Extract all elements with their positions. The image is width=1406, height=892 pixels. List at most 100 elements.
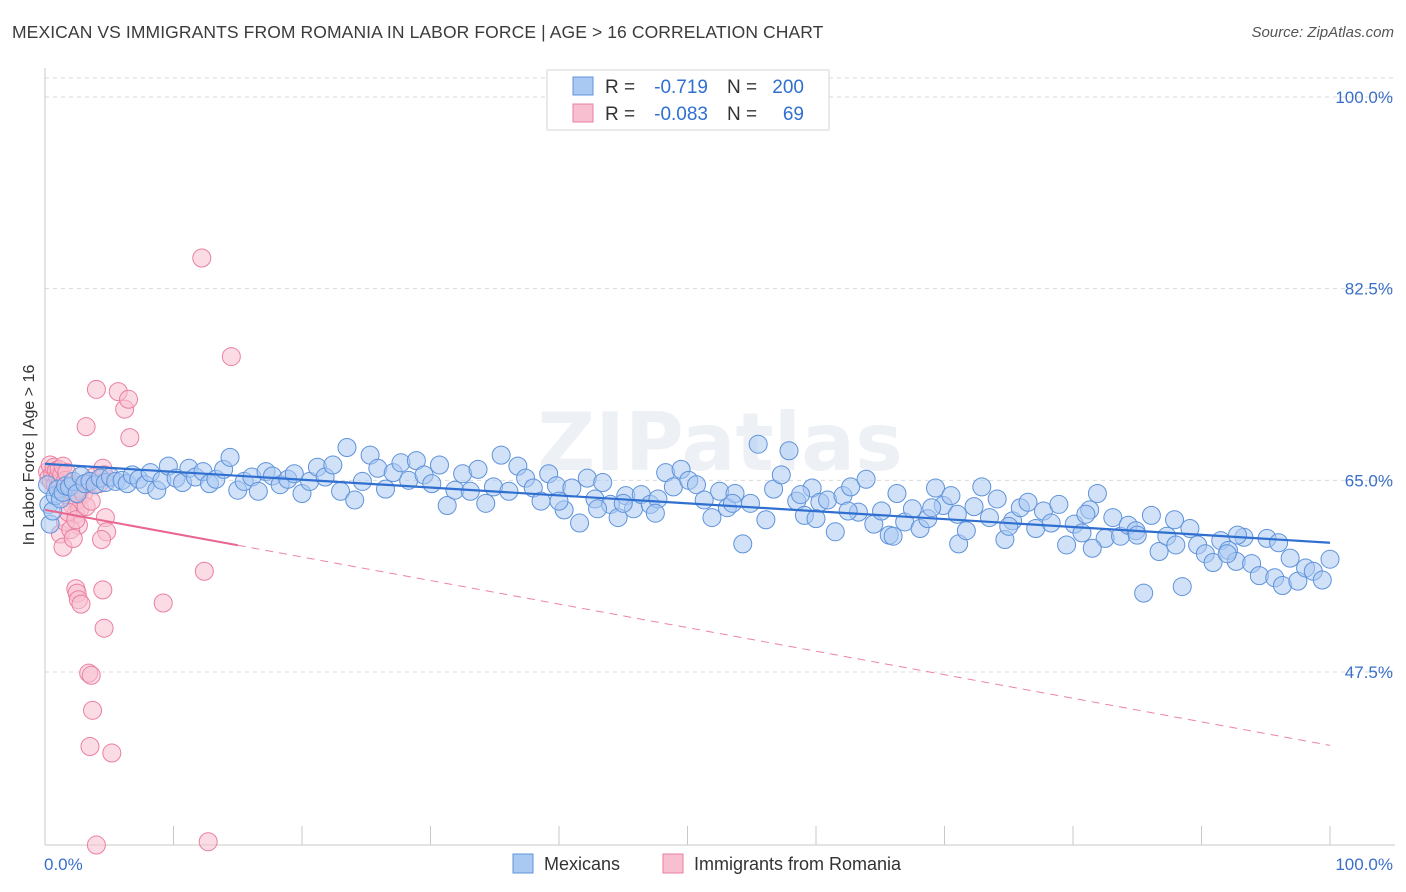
y-tick-label: 82.5%: [1345, 280, 1393, 299]
data-point: [80, 736, 100, 756]
data-point: [1141, 505, 1161, 525]
data-point: [81, 665, 101, 685]
data-point: [972, 477, 992, 497]
legend-r-value-2: -0.083: [654, 104, 708, 125]
trend-line-romania-extension: [237, 544, 1331, 746]
data-point: [345, 490, 365, 510]
data-point: [429, 455, 449, 475]
data-point: [93, 580, 113, 600]
data-point: [1127, 525, 1147, 545]
data-point: [323, 455, 343, 475]
data-point: [686, 475, 706, 495]
legend-swatch-mexicans: [572, 76, 594, 96]
data-point: [593, 473, 613, 493]
data-point: [806, 509, 826, 529]
data-point: [883, 526, 903, 546]
data-point: [1049, 494, 1069, 514]
data-point: [838, 501, 858, 521]
data-point: [756, 510, 776, 530]
data-point: [887, 483, 907, 503]
data-point: [63, 528, 83, 548]
legend-n-label-1: N =: [727, 77, 757, 98]
y-tick-label: 47.5%: [1345, 663, 1393, 682]
data-point: [1018, 492, 1038, 512]
data-point: [791, 485, 811, 505]
watermark: ZIPatlas: [537, 396, 903, 489]
data-point: [1320, 549, 1340, 569]
data-point: [922, 498, 942, 518]
legend-n-value-1: 200: [772, 77, 804, 98]
data-point: [220, 447, 240, 467]
data-point: [722, 493, 742, 513]
data-point: [979, 508, 999, 528]
data-point: [1312, 570, 1332, 590]
legend-r-label-2: R =: [605, 104, 635, 125]
data-point: [570, 513, 590, 533]
data-point: [102, 743, 122, 763]
chart-title: MEXICAN VS IMMIGRANTS FROM ROMANIA IN LA…: [12, 22, 824, 42]
data-point: [1082, 538, 1102, 558]
data-point: [76, 417, 96, 437]
y-axis-label: In Labor Force | Age > 16: [21, 365, 38, 546]
legend-box: [546, 69, 830, 131]
data-point: [926, 478, 946, 498]
data-point: [872, 501, 892, 521]
axes: [44, 68, 1395, 846]
legend-n-label-2: N =: [727, 104, 757, 125]
series-mexicans: [38, 434, 1340, 603]
data-point: [1041, 513, 1061, 533]
data-point: [748, 434, 768, 454]
data-point: [1076, 504, 1096, 524]
x-tick-label: 100.0%: [1335, 855, 1393, 874]
bottom-legend: Mexicans Immigrants from Romania: [512, 853, 902, 874]
trend-line-romania: [44, 508, 238, 547]
data-point: [964, 497, 984, 517]
series-romania: [38, 248, 241, 855]
data-point: [194, 561, 214, 581]
data-point: [1280, 548, 1300, 568]
data-point: [376, 479, 396, 499]
data-point: [71, 594, 91, 614]
data-point: [1172, 577, 1192, 597]
y-tick-labels: 47.5% 65.0% 82.5% 100.0%: [1335, 88, 1393, 682]
data-point: [86, 379, 106, 399]
legend-r-label-1: R =: [605, 77, 635, 98]
data-point: [476, 493, 496, 513]
data-point: [119, 389, 139, 409]
data-point: [987, 489, 1007, 509]
data-point: [1217, 544, 1237, 564]
x-tick-label: 0.0%: [44, 855, 83, 874]
data-point: [613, 493, 633, 513]
data-point: [841, 477, 861, 497]
data-point: [1149, 542, 1169, 562]
bottom-legend-swatch-mexicans: [512, 853, 534, 874]
data-point: [422, 474, 442, 494]
data-point: [352, 471, 372, 491]
data-point: [856, 469, 876, 489]
bottom-legend-romania: Immigrants from Romania: [694, 854, 902, 874]
bottom-legend-swatch-romania: [662, 853, 684, 874]
data-point: [702, 508, 722, 528]
data-point: [94, 618, 114, 638]
data-point: [733, 534, 753, 554]
data-point: [588, 499, 608, 519]
legend-r-value-1: -0.719: [654, 77, 708, 98]
gridlines: [45, 77, 1395, 673]
data-point: [825, 522, 845, 542]
trend-line-mexicans: [44, 462, 1331, 544]
data-point: [1087, 483, 1107, 503]
x-tick-labels: 0.0% 100.0%: [44, 855, 1393, 874]
source-credit: Source: ZipAtlas.com: [1251, 24, 1394, 41]
data-point: [192, 248, 212, 268]
data-point: [1103, 508, 1123, 528]
legend-n-value-2: 69: [783, 104, 804, 125]
data-point: [337, 437, 357, 457]
data-point: [740, 493, 760, 513]
data-point: [153, 593, 173, 613]
trend-lines: [44, 462, 1331, 746]
data-point: [221, 347, 241, 367]
data-point: [468, 459, 488, 479]
data-point: [437, 496, 457, 516]
data-point: [1269, 533, 1289, 553]
